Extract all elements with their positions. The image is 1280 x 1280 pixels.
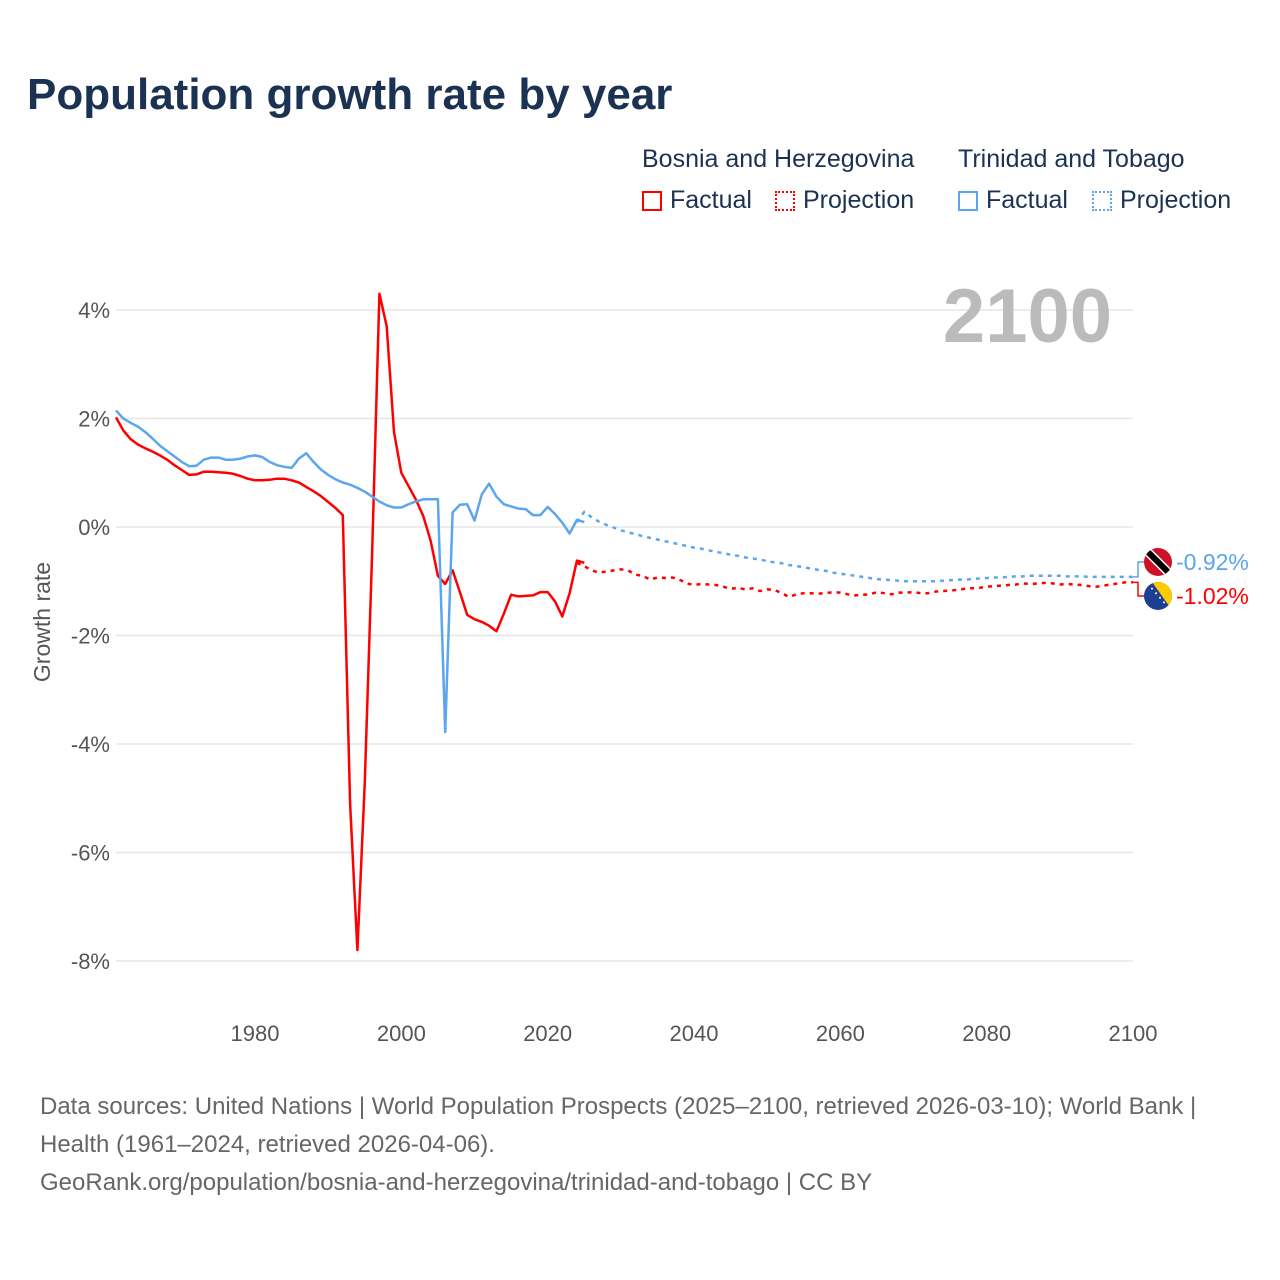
x-tick-label: 2100 — [1109, 1021, 1158, 1046]
series-line-projection-1 — [575, 510, 1133, 583]
label-connector — [1133, 561, 1145, 578]
y-tick-label: 2% — [78, 407, 110, 432]
end-value-label: -1.02% — [1176, 583, 1249, 609]
bosnia-flag-icon — [1144, 582, 1172, 610]
sources: Data sources: United Nations | World Pop… — [40, 1093, 1197, 1158]
x-tick-label: 2000 — [377, 1021, 426, 1046]
y-axis-label: Growth rate — [29, 562, 55, 682]
y-tick-label: -6% — [71, 841, 110, 866]
footer: Data sources: United Nations | World Pop… — [40, 1088, 1240, 1202]
legend-bosnia-factual[interactable]: Factual — [642, 186, 752, 215]
series-line-factual-0 — [114, 292, 585, 952]
x-tick-label: 2020 — [523, 1021, 572, 1046]
y-tick-label: -4% — [71, 732, 110, 757]
legend-bosnia-projection[interactable]: Projection — [775, 186, 914, 215]
legend-group-bosnia: Bosnia and Herzegovina — [642, 145, 915, 173]
x-tick-label: 2040 — [670, 1021, 719, 1046]
x-tick-label: 2080 — [962, 1021, 1011, 1046]
legend-swatch — [958, 191, 978, 211]
y-tick-label: 0% — [78, 515, 110, 540]
legend-swatch — [775, 191, 795, 211]
legend-swatch — [642, 191, 662, 211]
legend-trinidad-factual[interactable]: Factual — [958, 186, 1068, 215]
label-connector — [1133, 581, 1145, 597]
trinidad-flag-icon — [1144, 548, 1172, 576]
end-value-label: -0.92% — [1176, 549, 1249, 575]
legend-group-trinidad: Trinidad and Tobago — [958, 145, 1185, 173]
legend-swatch — [1092, 191, 1112, 211]
x-tick-label: 1980 — [231, 1021, 280, 1046]
year-label: 2100 — [943, 274, 1112, 359]
legend-trinidad-projection[interactable]: Projection — [1092, 186, 1231, 215]
y-tick-label: -2% — [71, 624, 110, 649]
y-tick-label: 4% — [78, 298, 110, 323]
y-tick-label: -8% — [71, 949, 110, 974]
plot-area: 4% 2% 0% -2% -4% -6% -8% 1980 2000 2020 2040 2060 20… — [29, 274, 1249, 1046]
x-tick-label: 2060 — [816, 1021, 865, 1046]
series-line-projection-0 — [576, 561, 1133, 599]
chart-title: Population growth rate by year — [27, 70, 673, 119]
series-line-factual-1 — [115, 409, 585, 734]
attribution: GeoRank.org/population/bosnia-and-herzeg… — [40, 1169, 873, 1196]
